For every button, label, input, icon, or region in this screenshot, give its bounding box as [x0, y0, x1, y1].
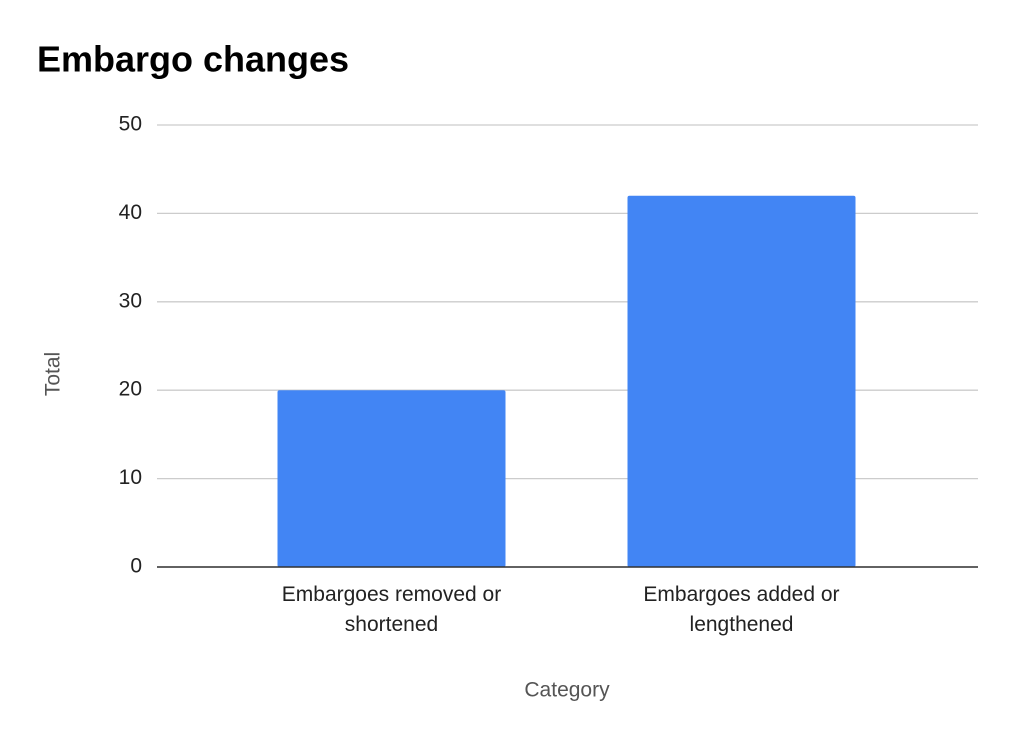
y-tick-label: 40 — [119, 201, 142, 224]
y-tick-label: 20 — [119, 378, 142, 401]
x-tick-label: Embargoes removed or shortened — [281, 583, 502, 636]
x-tick-label: Embargoes added or lengthened — [643, 583, 840, 636]
y-tick-label: 50 — [119, 113, 142, 136]
x-axis-label: Category — [524, 679, 610, 702]
chart-title: Embargo changes — [37, 39, 349, 80]
y-tick-label: 0 — [130, 555, 142, 578]
y-tick-label: 10 — [119, 466, 142, 489]
bar — [277, 390, 506, 567]
y-axis-label: Total — [42, 352, 65, 396]
y-tick-label: 30 — [119, 289, 142, 312]
bar — [627, 195, 856, 567]
